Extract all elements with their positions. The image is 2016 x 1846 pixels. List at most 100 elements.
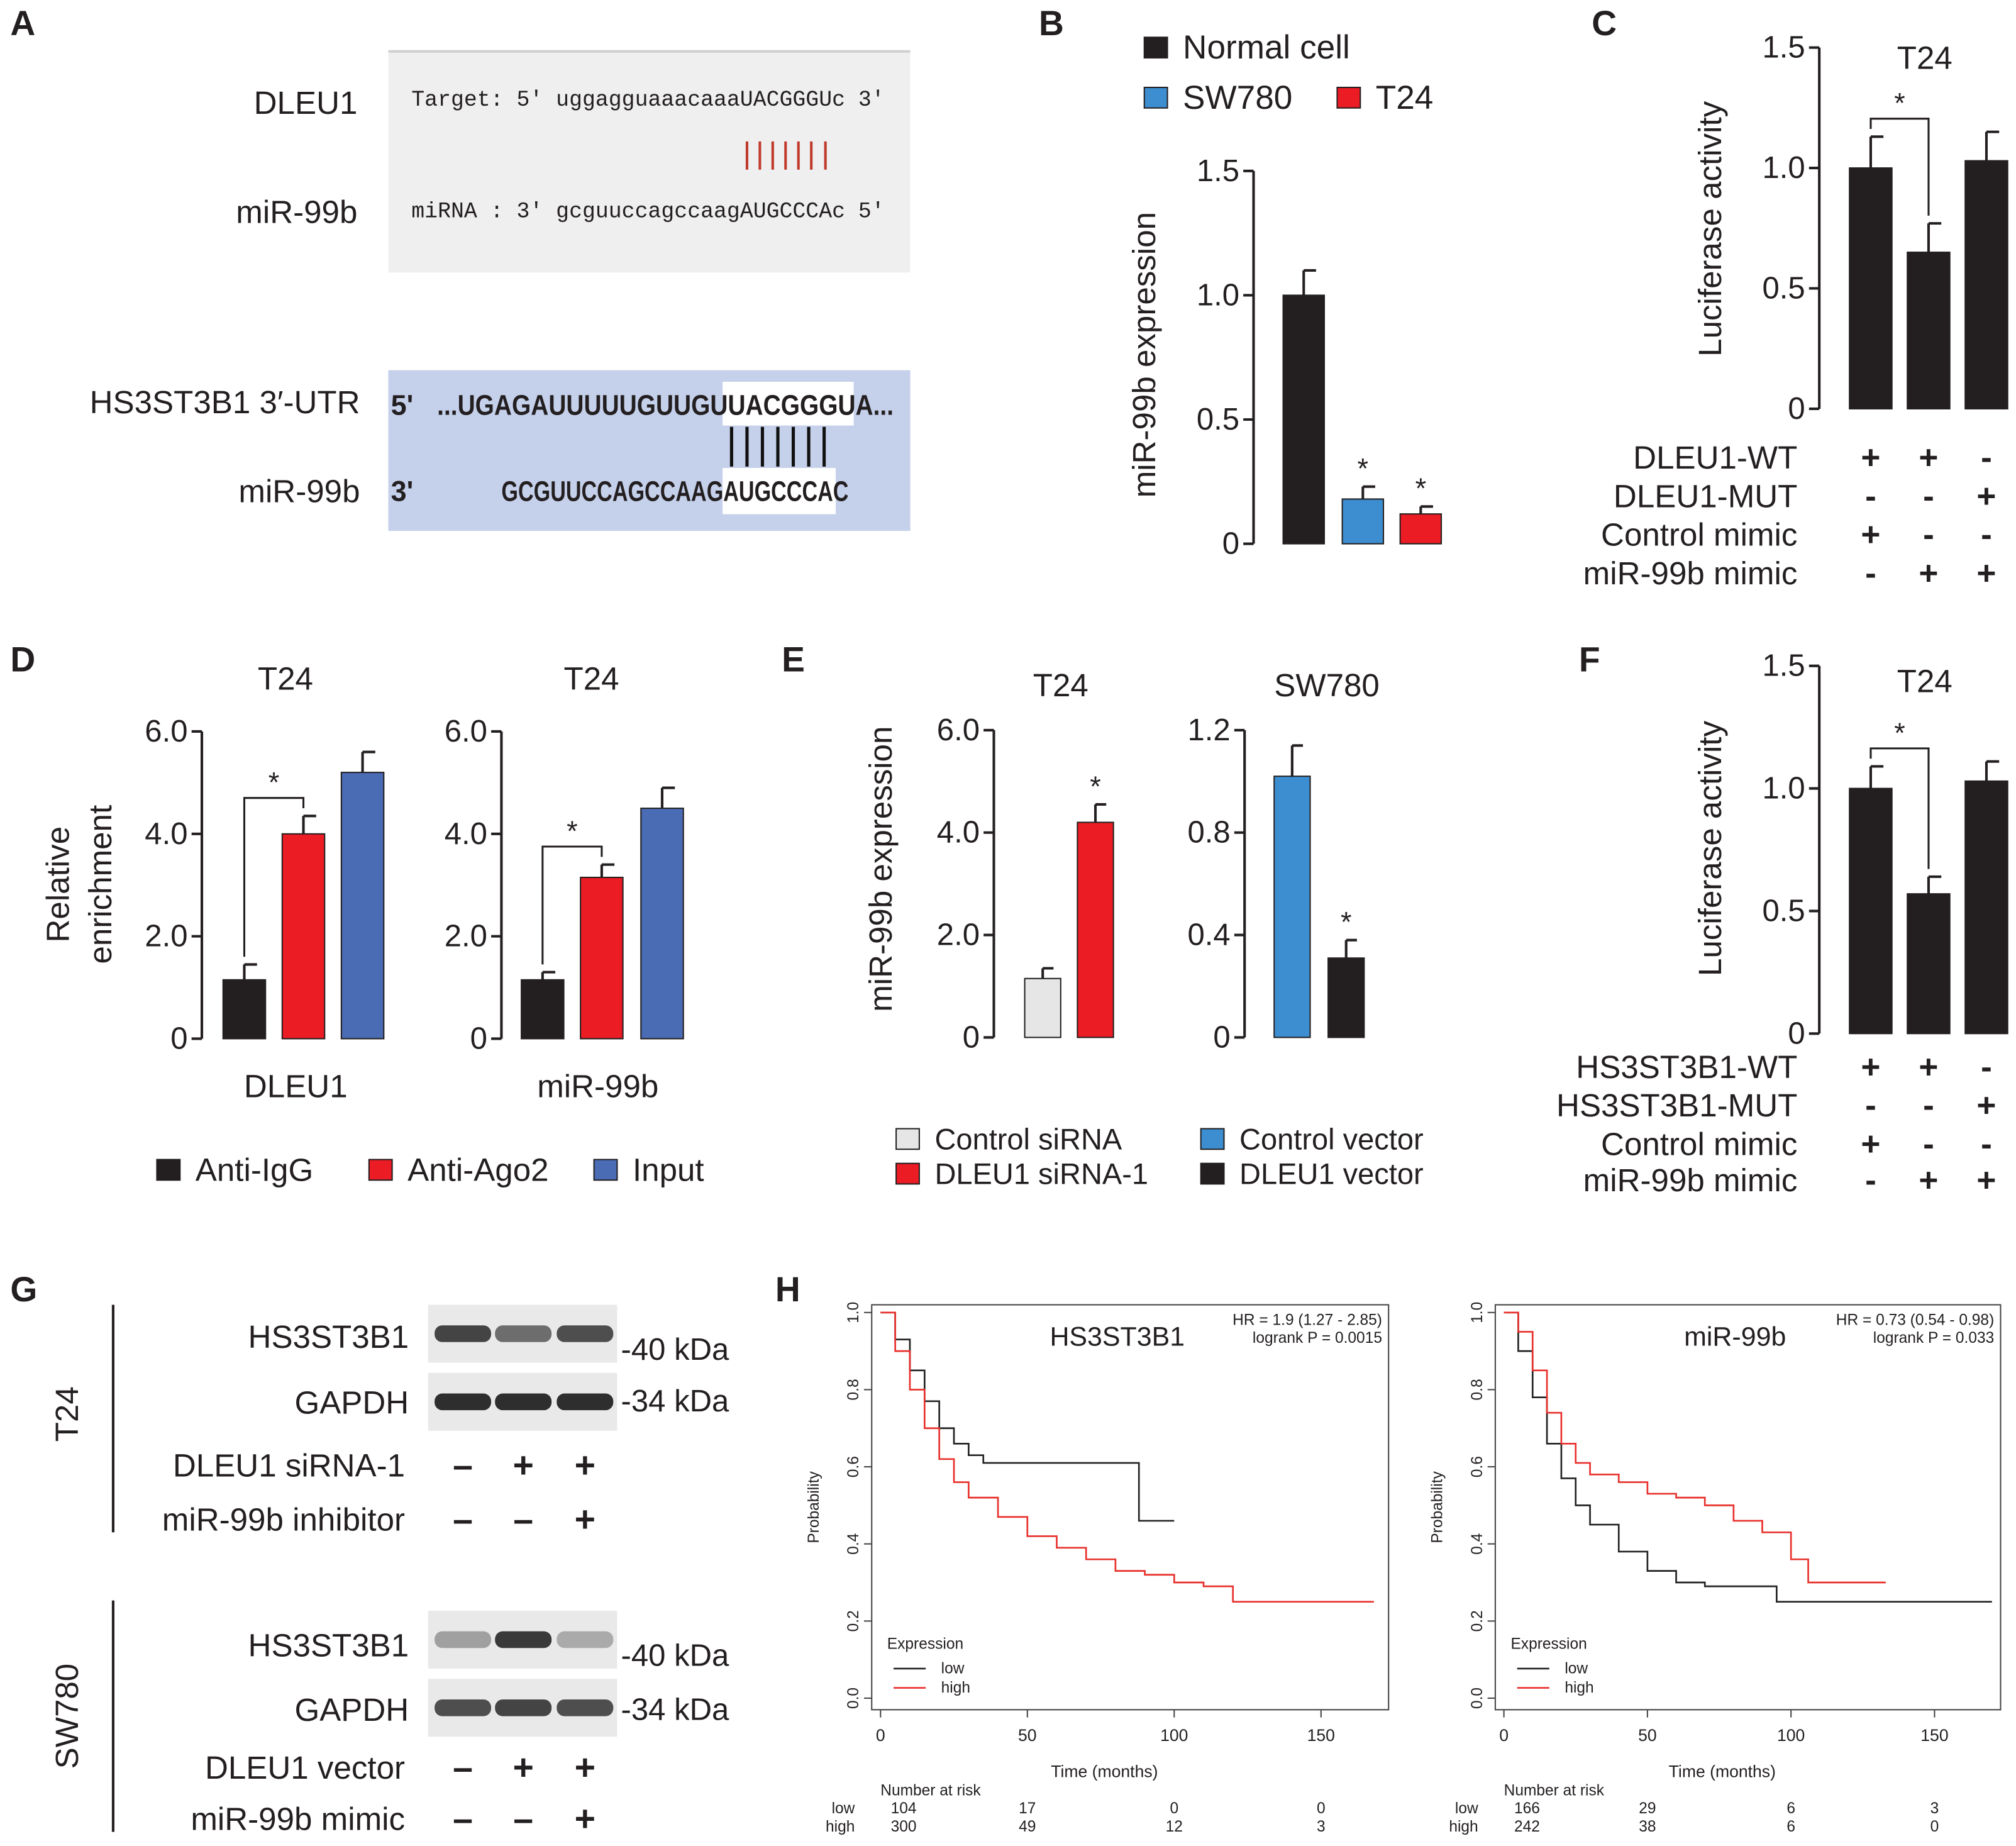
chart-title: miR-99b <box>1684 1322 1786 1352</box>
legend-swatch <box>1336 86 1361 109</box>
condition-sign: + <box>1976 1087 1996 1124</box>
sequence-end: 5' <box>391 389 414 421</box>
x-axis-label: Time (months) <box>1669 1762 1776 1781</box>
risk-row-label: high <box>1449 1818 1478 1835</box>
condition-sign: + <box>1976 555 1996 592</box>
blot-band <box>435 1393 492 1411</box>
bar <box>1907 893 1951 1035</box>
condition-sign: + <box>575 1799 595 1839</box>
risk-title: Number at risk <box>1504 1782 1605 1799</box>
error-bar <box>1869 135 1884 169</box>
y-tick-label: 0 <box>470 1021 487 1055</box>
y-tick-label: 4.0 <box>145 817 187 851</box>
condition-sign: – <box>453 1799 473 1839</box>
legend-label: low <box>1565 1660 1588 1677</box>
legend-swatch <box>895 1162 920 1185</box>
condition-sign: - <box>1923 1087 1934 1124</box>
significance-mark: * <box>1358 453 1369 485</box>
condition-sign: – <box>513 1799 533 1839</box>
y-tick-label: 0.6 <box>845 1456 862 1477</box>
risk-count: 6 <box>1786 1818 1795 1835</box>
y-tick-label: 0 <box>963 1020 980 1054</box>
y-tick-label: 0 <box>1222 527 1239 561</box>
bar <box>640 808 684 1040</box>
error-bar <box>1985 760 2000 781</box>
legend-label: SW780 <box>1183 79 1292 116</box>
bar <box>1907 252 1951 409</box>
condition-label: DLEU1 siRNA-1 <box>173 1448 405 1484</box>
hazard-ratio: HR = 1.9 (1.27 - 2.85) <box>1232 1312 1382 1329</box>
legend-label: DLEU1 vector <box>1239 1157 1424 1191</box>
risk-count: 3 <box>1317 1818 1326 1835</box>
risk-count: 0 <box>1930 1818 1939 1835</box>
condition-sign: - <box>1923 477 1934 514</box>
condition-sign: - <box>1981 516 1992 553</box>
legend-title: Expression <box>887 1636 963 1653</box>
y-tick-label: 1.5 <box>1197 154 1239 188</box>
y-tick-label: 4.0 <box>445 817 487 851</box>
error-bar <box>1361 485 1375 499</box>
bar <box>1282 294 1326 545</box>
y-tick-label: 0 <box>1788 392 1805 426</box>
cell-label: T24 <box>49 1386 85 1442</box>
risk-count: 0 <box>1317 1800 1326 1817</box>
condition-sign: + <box>1861 1126 1880 1163</box>
blot-band <box>435 1325 492 1342</box>
condition-sign: - <box>1981 1126 1992 1163</box>
sequence: miRNA : 3' gcguuccagccaagAUGCCCAc 5' <box>411 200 884 225</box>
bar <box>1327 957 1365 1038</box>
y-tick-label: 1.0 <box>1469 1302 1486 1323</box>
condition-sign: – <box>513 1499 533 1540</box>
y-tick-label: 2.0 <box>445 920 487 954</box>
size-label: -40 kDa <box>621 1639 729 1673</box>
y-axis-label: Probability <box>806 1471 822 1543</box>
blot-band <box>435 1699 492 1716</box>
risk-row-label: high <box>826 1818 855 1835</box>
condition-label: DLEU1-WT <box>1633 440 1797 475</box>
risk-count: 242 <box>1514 1818 1540 1835</box>
sequence-end: 3' <box>391 475 414 507</box>
condition-label: HS3ST3B1-MUT <box>1556 1087 1797 1123</box>
x-tick-label: 50 <box>1018 1726 1037 1745</box>
significance-mark: * <box>567 815 578 847</box>
risk-count: 6 <box>1786 1800 1795 1817</box>
size-label: -40 kDa <box>621 1333 729 1367</box>
error-bar <box>541 970 556 980</box>
bar <box>580 876 624 1040</box>
size-label: -34 kDa <box>621 1693 729 1726</box>
seed-highlight <box>723 467 836 514</box>
legend-swatch <box>895 1128 920 1150</box>
protein-label: GAPDH <box>294 1692 409 1728</box>
survival-curve <box>1504 1311 1886 1584</box>
survival-curve <box>1504 1311 1992 1603</box>
error-bar <box>1927 875 1942 894</box>
panel-label: D <box>10 640 35 679</box>
y-tick-label: 1.0 <box>845 1302 862 1323</box>
pairing-lines <box>729 426 826 467</box>
gene-label: miR-99b <box>236 194 357 230</box>
chart-title: T24 <box>258 661 313 697</box>
bar <box>1341 498 1385 545</box>
bar <box>1964 160 2008 409</box>
y-tick-label: 0.4 <box>845 1533 862 1555</box>
condition-label: miR-99b mimic <box>1583 1162 1798 1198</box>
condition-sign: + <box>575 1499 595 1540</box>
condition-sign: – <box>453 1747 473 1788</box>
error-bar <box>1302 269 1316 296</box>
y-tick-label: 0.5 <box>1197 403 1239 436</box>
y-axis-label: enrichment <box>82 805 118 964</box>
legend-label: Anti-IgG <box>196 1152 313 1187</box>
significance-mark: * <box>269 767 280 799</box>
condition-sign: - <box>1865 555 1876 592</box>
legend-swatch <box>156 1159 181 1181</box>
plot-frame <box>871 1304 1390 1711</box>
condition-sign: - <box>1865 1162 1876 1199</box>
logrank: logrank P = 0.0015 <box>1253 1330 1382 1347</box>
y-tick-label: 0.6 <box>1469 1456 1486 1477</box>
condition-label: DLEU1-MUT <box>1614 478 1797 514</box>
risk-row-label: low <box>832 1800 855 1817</box>
panel-label: A <box>10 4 35 43</box>
legend-title: Expression <box>1510 1636 1587 1653</box>
